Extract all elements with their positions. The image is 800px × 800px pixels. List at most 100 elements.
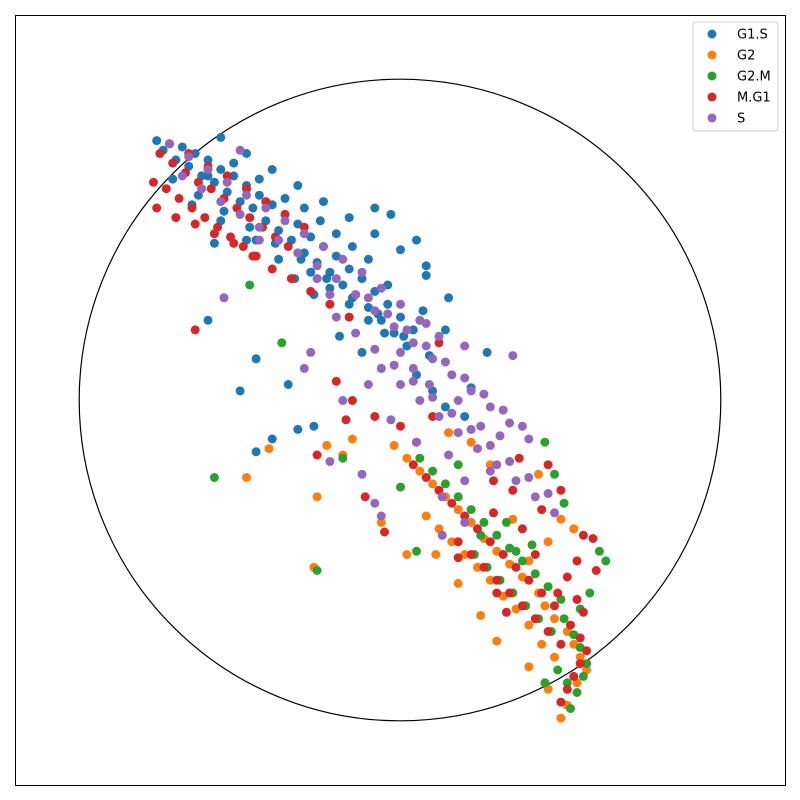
data-point — [440, 325, 450, 335]
data-point — [466, 386, 476, 396]
data-point — [479, 389, 489, 399]
data-point — [376, 363, 386, 373]
data-point — [524, 662, 534, 672]
data-point — [550, 614, 559, 624]
data-point — [524, 434, 534, 444]
data-point — [511, 546, 521, 556]
data-point — [440, 402, 450, 412]
data-point — [168, 158, 178, 168]
data-point — [543, 460, 553, 470]
data-point — [174, 193, 184, 203]
data-point — [498, 405, 508, 415]
data-point — [190, 219, 200, 229]
data-point — [338, 453, 348, 463]
data-point — [453, 428, 463, 438]
data-point — [543, 537, 553, 547]
data-point — [485, 402, 495, 412]
data-point — [466, 550, 476, 559]
data-point — [152, 136, 162, 146]
data-point — [344, 213, 354, 223]
data-point — [594, 546, 604, 556]
data-point — [460, 511, 470, 521]
data-point — [203, 171, 213, 181]
data-point — [447, 408, 457, 418]
data-point — [476, 611, 486, 620]
data-point — [492, 575, 502, 585]
data-point — [505, 457, 515, 466]
data-point — [370, 344, 380, 354]
data-point — [200, 213, 210, 223]
data-point — [517, 601, 527, 611]
data-point — [229, 238, 239, 248]
data-point — [267, 264, 277, 274]
legend-marker — [707, 113, 717, 123]
data-point — [453, 460, 463, 470]
data-point — [540, 678, 550, 688]
data-point — [569, 671, 579, 681]
data-point — [274, 235, 284, 245]
data-point — [485, 460, 495, 470]
data-point — [572, 688, 582, 697]
data-point — [578, 607, 588, 617]
data-point — [501, 607, 511, 617]
data-point — [517, 421, 527, 431]
data-point — [149, 177, 158, 187]
data-point — [415, 396, 425, 405]
data-point — [370, 203, 380, 213]
data-point — [155, 149, 165, 158]
scatter-points — [149, 132, 611, 723]
data-point — [575, 659, 585, 669]
data-point — [453, 537, 463, 547]
series-s — [165, 139, 559, 540]
data-point — [344, 299, 354, 309]
data-point — [485, 466, 495, 476]
data-point — [386, 209, 396, 219]
data-point — [293, 424, 303, 434]
data-point — [582, 659, 592, 669]
data-point — [514, 453, 524, 463]
data-point — [408, 460, 418, 470]
data-point — [360, 492, 370, 502]
data-point — [550, 508, 559, 518]
data-point — [421, 261, 431, 271]
data-point — [177, 142, 187, 152]
data-point — [209, 473, 219, 482]
data-point — [408, 338, 418, 348]
data-point — [376, 517, 386, 527]
data-point — [383, 309, 393, 319]
data-point — [351, 328, 361, 338]
data-point — [293, 248, 303, 258]
data-point — [530, 614, 540, 624]
data-point — [550, 652, 559, 662]
data-point — [524, 575, 534, 585]
legend-item: G2 — [707, 49, 755, 64]
legend-item: G2.M — [707, 70, 771, 85]
data-point — [447, 498, 457, 508]
data-point — [299, 363, 309, 373]
data-point — [338, 396, 348, 405]
data-point — [473, 524, 482, 534]
data-point — [562, 678, 572, 688]
legend-label: M.G1 — [737, 91, 771, 106]
data-point — [492, 530, 502, 540]
data-point — [370, 498, 380, 508]
data-point — [466, 505, 476, 515]
data-point — [209, 229, 219, 239]
data-point — [370, 229, 380, 239]
data-point — [566, 620, 575, 630]
data-point — [508, 351, 518, 361]
data-point — [412, 437, 421, 447]
data-point — [428, 392, 438, 402]
data-point — [331, 376, 341, 386]
data-point — [344, 264, 354, 274]
data-point — [511, 476, 521, 486]
data-point — [396, 245, 405, 255]
data-point — [543, 489, 553, 498]
data-point — [203, 165, 213, 174]
data-point — [325, 299, 335, 309]
data-point — [492, 636, 502, 646]
data-point — [501, 517, 511, 527]
legend-label: G2 — [737, 49, 755, 64]
data-point — [235, 209, 245, 219]
